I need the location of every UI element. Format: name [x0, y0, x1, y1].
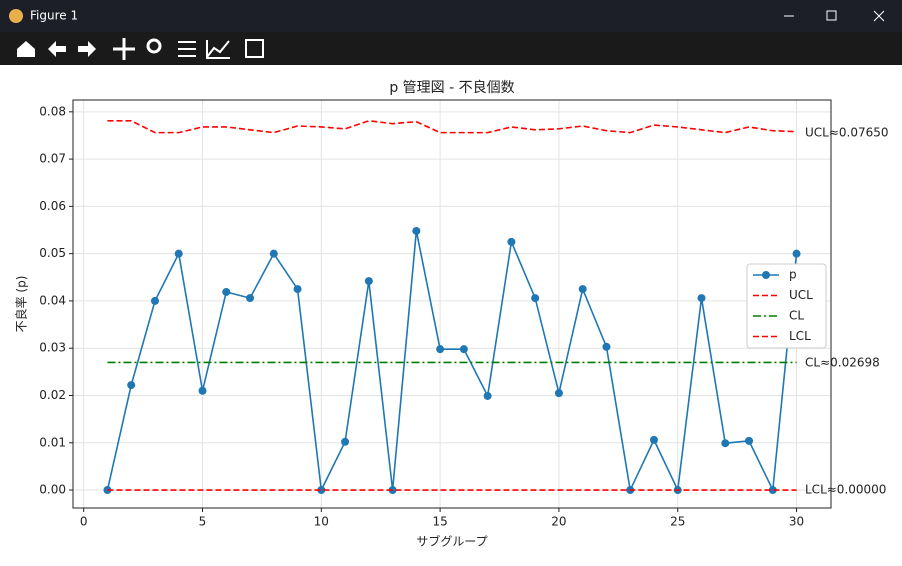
data-point: [364, 277, 373, 286]
legend-marker: [762, 271, 770, 279]
close-button[interactable]: [873, 10, 885, 22]
x-tick-label: 25: [670, 515, 685, 529]
x-tick-label: 20: [551, 515, 566, 529]
home-button[interactable]: [17, 41, 35, 57]
x-axis-label: サブグループ: [416, 534, 487, 549]
legend-label: CL: [789, 309, 804, 323]
legend-label: UCL: [789, 288, 813, 302]
y-tick-label: 0.03: [39, 341, 66, 355]
y-tick-label: 0.01: [39, 435, 66, 449]
annotation: LCL≈0.00000: [805, 483, 886, 497]
save-button[interactable]: [245, 39, 264, 58]
data-point: [412, 226, 421, 235]
plot-area: [73, 100, 831, 508]
y-tick-label: 0.00: [39, 483, 66, 497]
data-point: [222, 287, 231, 296]
x-tick-label: 0: [80, 515, 88, 529]
data-point: [483, 391, 492, 400]
chart-title: p 管理図 - 不良個数: [389, 80, 514, 96]
data-point: [341, 437, 350, 446]
y-tick-label: 0.04: [39, 293, 66, 307]
legend-label: LCL: [789, 329, 811, 343]
data-point: [436, 345, 445, 354]
data-point: [198, 386, 207, 395]
data-point: [554, 389, 563, 398]
maximize-button[interactable]: [826, 10, 837, 21]
data-point: [792, 249, 801, 258]
x-tick-label: 5: [199, 515, 207, 529]
legend-label: p: [789, 268, 797, 282]
data-point: [697, 294, 706, 303]
axes-frame: [72, 99, 832, 509]
series-line: [107, 119, 797, 134]
data-point: [293, 285, 302, 294]
x-tick-label: 15: [432, 515, 447, 529]
data-point: [150, 296, 159, 305]
title-bar: [0, 0, 902, 32]
data-point: [768, 486, 777, 495]
y-tick-label: 0.05: [39, 246, 66, 260]
data-point: [269, 249, 278, 258]
data-point: [388, 486, 397, 495]
legend-box: [746, 263, 827, 349]
data-point: [459, 345, 468, 354]
data-point: [317, 486, 326, 495]
back-button[interactable]: [48, 41, 66, 57]
data-point: [246, 294, 255, 303]
data-point: [649, 435, 658, 444]
data-point: [127, 381, 136, 390]
y-tick-label: 0.02: [39, 388, 66, 402]
data-point: [507, 237, 516, 246]
x-tick-label: 30: [789, 515, 804, 529]
y-tick-label: 0.08: [39, 104, 66, 118]
x-tick-label: 10: [314, 515, 329, 529]
edit-button[interactable]: [206, 40, 230, 59]
data-point: [745, 436, 754, 445]
data-point: [531, 294, 540, 303]
configure-button[interactable]: [178, 41, 196, 57]
data-point: [174, 249, 183, 258]
data-point: [721, 439, 730, 448]
data-point: [578, 285, 587, 294]
y-tick-label: 0.07: [39, 152, 66, 166]
annotation: CL≈0.02698: [805, 356, 880, 370]
data-point: [602, 342, 611, 351]
toolbar: [0, 32, 902, 65]
app-icon: [9, 9, 23, 23]
y-tick-label: 0.06: [39, 199, 66, 213]
zoom-button[interactable]: [146, 38, 162, 54]
series-line: [106, 230, 798, 493]
annotation: UCL≈0.07650: [805, 126, 889, 140]
forward-button[interactable]: [78, 41, 96, 57]
pan-button[interactable]: [113, 38, 135, 60]
window-title: Figure 1: [30, 9, 78, 23]
y-axis-label: 不良率 (p): [14, 276, 29, 333]
